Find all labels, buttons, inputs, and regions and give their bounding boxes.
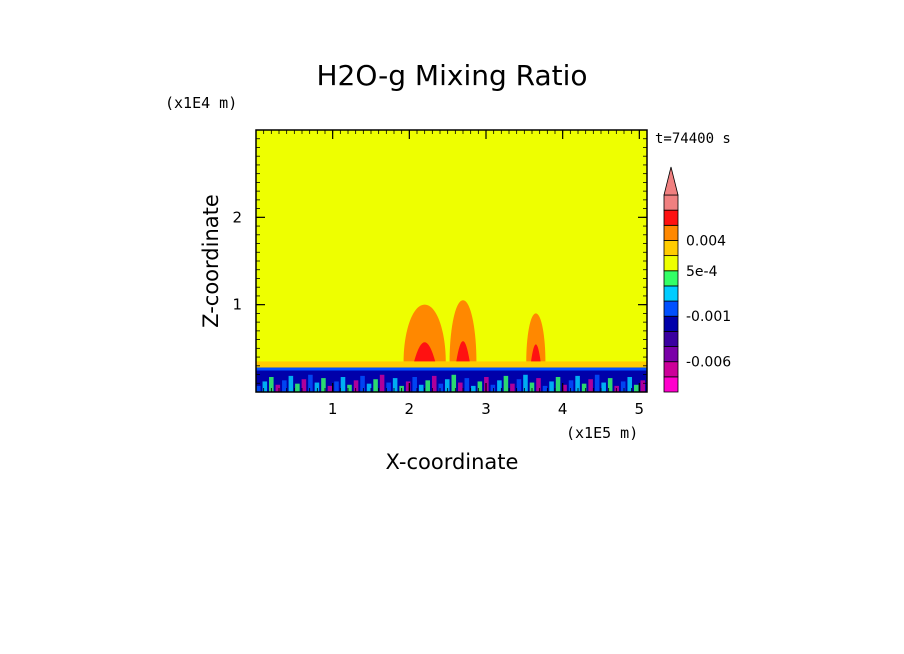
surface-streak [425, 380, 430, 392]
y-scale-label: (x1E4 m) [165, 94, 237, 112]
surface-streak [588, 379, 593, 392]
surface-streak [568, 380, 574, 392]
x-axis-label: X-coordinate [386, 450, 519, 474]
colorbar-level [663, 315, 679, 332]
surface-streak [366, 383, 372, 392]
surface-streak [627, 376, 633, 392]
plume-1 [403, 304, 446, 362]
surface-streak [412, 376, 417, 392]
colorbar-tick-label: -0.001 [686, 309, 731, 325]
colorbar-level [663, 270, 679, 287]
colorbar-level [663, 255, 679, 272]
surface-streak [575, 375, 580, 392]
surface-streak [497, 380, 502, 392]
surface-streak [301, 379, 307, 392]
surface-streak [269, 376, 274, 392]
colorbar-level [663, 376, 679, 393]
plume-2-core [456, 341, 470, 362]
plume-3-core [531, 344, 541, 362]
surface-streak [523, 374, 528, 392]
surface-streak [464, 378, 470, 392]
surface-streak [431, 375, 437, 392]
surface-streak [386, 382, 391, 392]
surface-streak [353, 380, 359, 392]
colorbar-level [663, 346, 679, 363]
surface-streak [516, 379, 522, 392]
colorbar-tick-label: 5e-4 [686, 264, 718, 280]
colorbar-level [663, 194, 679, 211]
surface-streak [594, 374, 600, 392]
x-tick-label: 5 [635, 400, 645, 418]
colorbar-level [663, 285, 679, 302]
x-tick-label: 3 [481, 400, 491, 418]
plume-1-core [414, 342, 436, 362]
time-label: t=74400 s [655, 131, 731, 147]
colorbar-level [663, 224, 679, 241]
surface-streak [373, 379, 378, 392]
surface-streak [490, 384, 496, 392]
plot-area: 1 2 3 4 5 1 2 [232, 129, 648, 418]
surface-streak [275, 384, 281, 392]
colorbar-tick-label: 0.004 [686, 233, 726, 249]
surface-streak [288, 375, 294, 392]
y-tick-label: 1 [232, 296, 242, 314]
chart-title: H2O-g Mixing Ratio [316, 59, 587, 92]
colorbar-overflow-triangle [663, 166, 679, 196]
surface-streak [295, 383, 300, 392]
surface-streak [340, 376, 346, 392]
x-tick-label: 1 [328, 400, 338, 418]
surface-streak [510, 383, 515, 392]
surface-streak [392, 378, 398, 392]
surface-streak [347, 384, 352, 392]
colorbar-level [663, 330, 679, 347]
surface-streak [640, 380, 646, 392]
surface-streak [555, 376, 561, 392]
surface-streak [256, 385, 261, 392]
surface-streak [282, 380, 287, 392]
colorbar-level [663, 300, 679, 317]
y-tick-label: 2 [232, 208, 242, 226]
surface-streak [471, 385, 476, 392]
surface-streak [536, 378, 541, 392]
surface-streak [549, 381, 554, 392]
surface-streak [314, 382, 320, 392]
surface-streak [607, 378, 613, 392]
colorbar-tick-label: -0.006 [686, 355, 731, 371]
colorbar-level [663, 209, 679, 226]
plume-3 [526, 313, 546, 362]
x-scale-label: (x1E5 m) [566, 424, 638, 442]
surface-streak [451, 374, 457, 392]
surface-streak [321, 378, 326, 392]
surface-streak [360, 375, 365, 392]
surface-streak [458, 382, 463, 392]
plume-2 [449, 300, 477, 362]
surface-streak [633, 384, 639, 392]
colorbar: -0.006 -0.001 5e-4 0.004 [663, 166, 731, 393]
surface-streak [477, 381, 483, 392]
surface-streak [327, 385, 333, 392]
x-tick-label: 4 [558, 400, 568, 418]
surface-streak [562, 384, 567, 392]
surface-streak [529, 382, 535, 392]
surface-streak [601, 382, 606, 392]
surface-streak [438, 383, 444, 392]
surface-streak [542, 385, 548, 392]
orange-band [256, 361, 647, 368]
surface-streak [418, 384, 424, 392]
surface-streak [308, 374, 313, 392]
surface-streak [620, 381, 626, 392]
x-tick-label: 2 [405, 400, 415, 418]
surface-streak [444, 379, 450, 392]
surface-top-line [256, 367, 647, 371]
surface-streak [581, 383, 587, 392]
surface-streak [503, 375, 509, 392]
surface-streak [262, 381, 268, 392]
y-axis-label: Z-coordinate [199, 194, 223, 328]
surface-streak [334, 381, 339, 392]
surface-streak [379, 374, 385, 392]
colorbar-level [663, 361, 679, 378]
surface-streak [405, 381, 411, 392]
colorbar-level [663, 240, 679, 257]
